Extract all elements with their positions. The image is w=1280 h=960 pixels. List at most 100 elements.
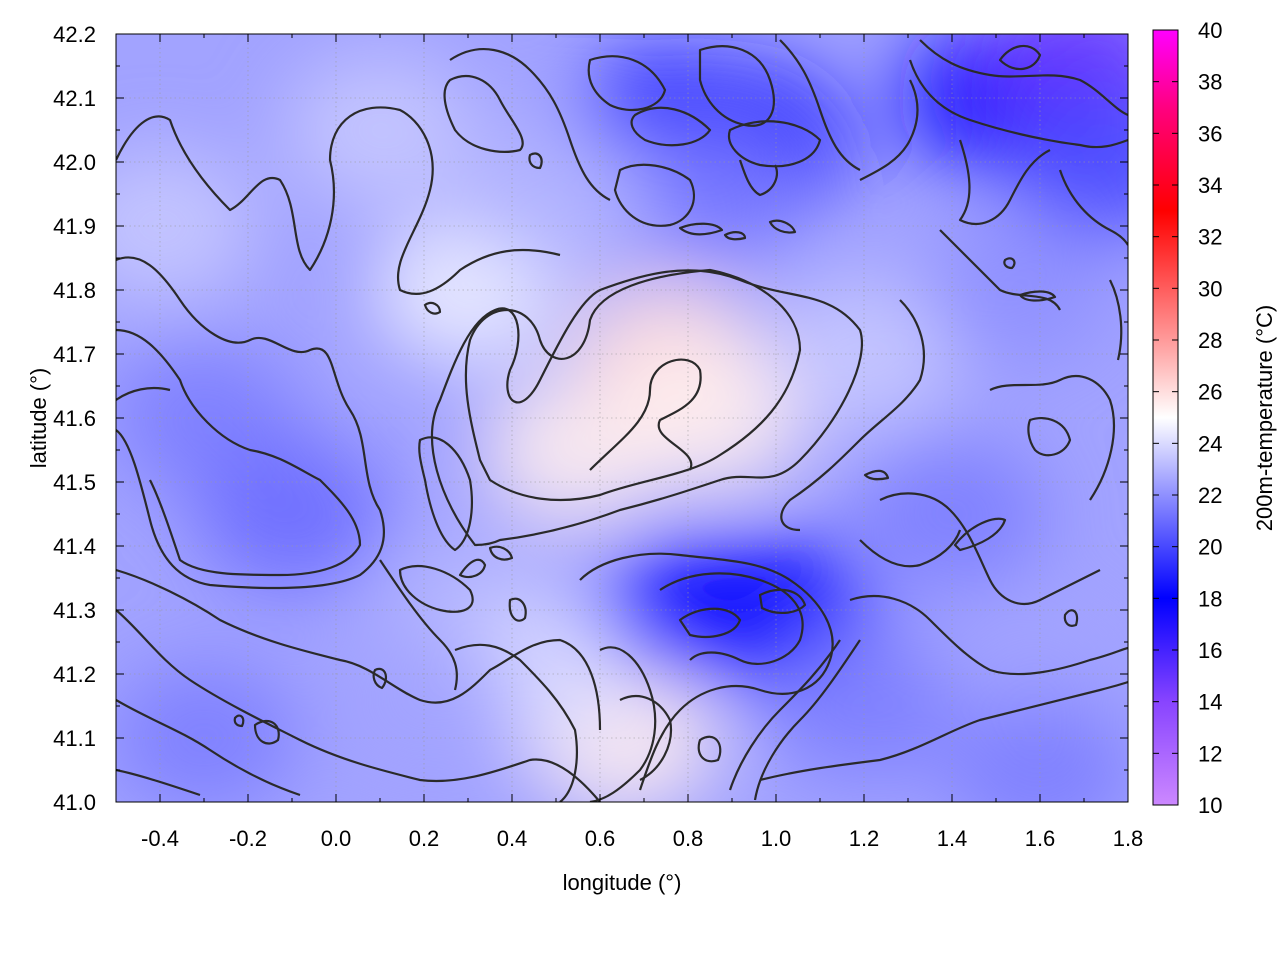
- y-tick-label: 41.0: [53, 790, 96, 815]
- colorbar-tick-label: 32: [1198, 225, 1222, 250]
- y-tick-label: 42.1: [53, 86, 96, 111]
- contour-line: [953, 517, 1007, 552]
- contour-line: [116, 568, 602, 731]
- colorbar-axis: 10 12 14 16 18 20 22 24 26 28 30 32 34 36 38 40: [1153, 18, 1222, 818]
- contour-line: [758, 588, 807, 614]
- contour-line: [116, 699, 301, 797]
- contour-line: [1058, 169, 1128, 246]
- y-tick-label: 41.9: [53, 214, 96, 239]
- colorbar-tick-label: 12: [1198, 741, 1222, 766]
- contour-line: [630, 106, 712, 147]
- contour-line: [989, 375, 1116, 501]
- y-axis-label: latitude (°): [26, 368, 51, 469]
- colorbar-tick-label: 14: [1198, 690, 1222, 715]
- contour-line: [849, 595, 1128, 676]
- x-axis-label: longitude (°): [563, 870, 682, 895]
- contour-line: [1109, 279, 1123, 361]
- y-tick-label: 41.3: [53, 598, 96, 623]
- y-tick-label: 41.1: [53, 726, 96, 751]
- contour-line: [587, 55, 667, 112]
- y-tick-label: 41.5: [53, 470, 96, 495]
- field-sample: [857, 439, 1047, 589]
- x-tick-label: -0.4: [141, 826, 179, 851]
- contour-line: [759, 680, 1128, 782]
- y-axis: 41.0 41.1 41.2 41.3 41.4 41.5 41.6 41.7 41.8 41.9…: [53, 22, 1128, 815]
- colorbar-tick-label: 36: [1198, 121, 1222, 146]
- contour-line: [449, 48, 611, 201]
- colorbar-label: 200m-temperature (°C): [1252, 305, 1277, 531]
- colorbar-tick-label: 10: [1198, 793, 1222, 818]
- contour-line: [659, 572, 804, 665]
- contour-line: [779, 39, 861, 171]
- contour-line: [116, 106, 561, 295]
- contour-line: [116, 609, 601, 802]
- contour-line: [958, 139, 1051, 225]
- contour-line: [116, 386, 171, 401]
- contour-line: [859, 529, 962, 568]
- contour-line: [528, 152, 543, 170]
- field-sample: [615, 119, 805, 269]
- x-tick-label: 0.8: [673, 826, 704, 851]
- field-sample: [945, 695, 1128, 802]
- colorbar-tick-label: 34: [1198, 173, 1222, 198]
- contour-line: [678, 222, 724, 236]
- field-sample: [197, 439, 387, 589]
- field-sample: [285, 55, 475, 205]
- contour-line: [619, 695, 673, 781]
- contour-line: [589, 646, 657, 802]
- colorbar-tick-label: 26: [1198, 380, 1222, 405]
- colorbar-tick-label: 16: [1198, 638, 1222, 663]
- x-tick-label: 1.6: [1025, 826, 1056, 851]
- x-axis: -0.4 -0.2 0.0 0.2 0.4 0.6 0.8 1.0 1.2 1.4 1.6 1.8: [115, 34, 1143, 851]
- contour-line: [423, 301, 442, 315]
- y-tick-label: 42.2: [53, 22, 96, 47]
- contour-line: [1018, 290, 1057, 302]
- contour-line: [579, 552, 834, 791]
- contour-line: [372, 667, 388, 690]
- contour-line: [398, 565, 474, 613]
- field-sample: [923, 215, 1113, 365]
- contour-line: [1003, 257, 1016, 270]
- y-tick-label: 41.7: [53, 342, 96, 367]
- field-sample: [116, 663, 299, 802]
- contour-line: [508, 597, 527, 622]
- colorbar-tick-label: 20: [1198, 535, 1222, 560]
- contour-line: [998, 44, 1042, 71]
- x-tick-label: -0.2: [229, 826, 267, 851]
- x-tick-label: 1.2: [849, 826, 880, 851]
- contour-line: [116, 256, 385, 590]
- contour-line: [379, 559, 458, 691]
- contour-line: [919, 39, 1128, 117]
- colorbar-tick-label: 22: [1198, 483, 1222, 508]
- contour-line: [233, 714, 245, 728]
- y-tick-label: 41.2: [53, 662, 96, 687]
- x-tick-label: 0.0: [321, 826, 352, 851]
- colorbar-tick-label: 38: [1198, 70, 1222, 95]
- colorbar-tick-label: 24: [1198, 431, 1222, 456]
- contour-line: [727, 120, 822, 168]
- contour-line: [116, 328, 362, 577]
- contour-line: [589, 358, 702, 471]
- contour-line: [859, 79, 919, 181]
- colorbar-tick-label: 30: [1198, 276, 1222, 301]
- y-tick-label: 41.6: [53, 406, 96, 431]
- contour-line: [1027, 417, 1072, 457]
- contour-lines: [116, 39, 1128, 802]
- colorbar-tick-label: 28: [1198, 328, 1222, 353]
- contour-line: [431, 269, 863, 547]
- colorbar: [1152, 29, 1179, 806]
- temperature-field: [116, 34, 1128, 802]
- contour-line: [418, 436, 473, 552]
- x-tick-label: 0.2: [409, 826, 440, 851]
- colorbar-tick-label: 40: [1198, 18, 1222, 43]
- contour-line: [613, 163, 695, 227]
- contour-line: [728, 639, 841, 791]
- contour-line: [780, 299, 925, 532]
- contour-line: [443, 75, 524, 153]
- x-tick-label: 1.0: [761, 826, 792, 851]
- contour-line: [698, 45, 775, 127]
- field-sample: [116, 151, 255, 301]
- x-tick-label: 0.4: [497, 826, 528, 851]
- contour-line: [738, 159, 778, 197]
